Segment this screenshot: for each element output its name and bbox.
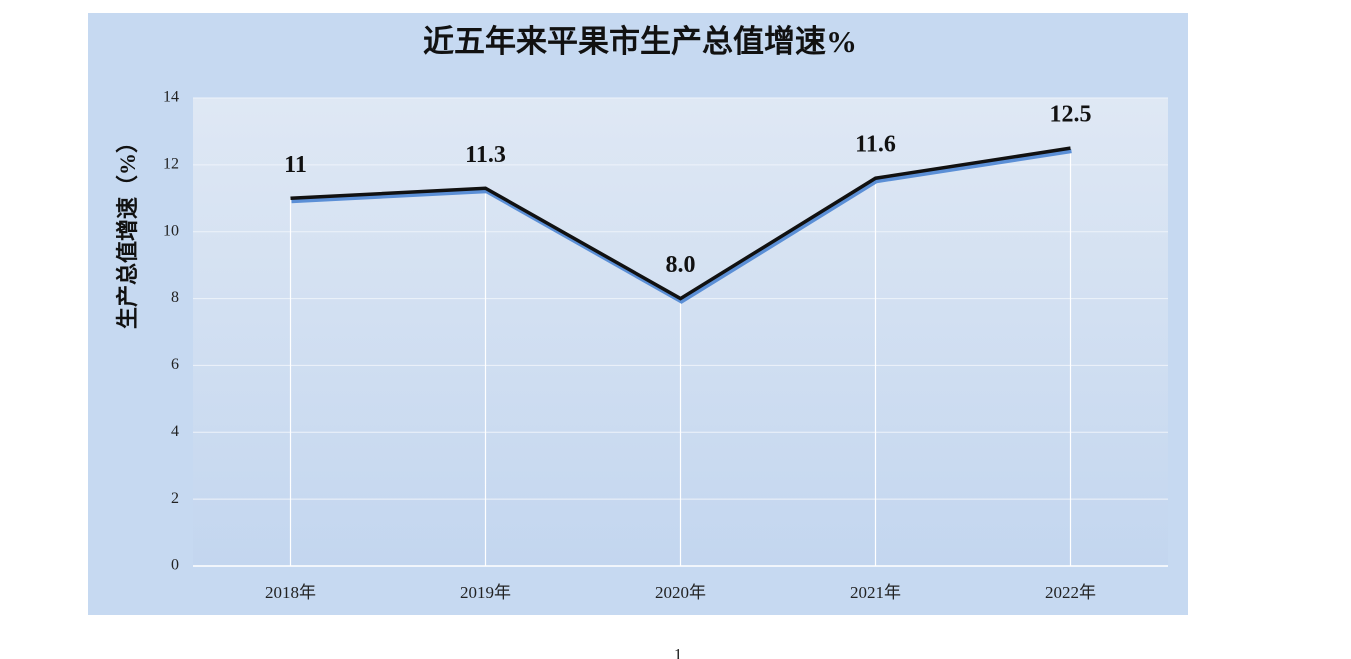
x-tick-label: 2021年 <box>850 583 901 602</box>
y-tick-label: 10 <box>163 222 179 239</box>
page-number: 1 <box>674 647 682 659</box>
y-tick-label: 8 <box>171 289 179 306</box>
y-tick-label: 14 <box>163 89 179 106</box>
x-tick-label: 2020年 <box>655 583 706 602</box>
line <box>290 146 1071 301</box>
x-tick-label: 2018年 <box>265 583 316 602</box>
chart-title: 近五年来平果市生产总值增速% <box>423 24 857 59</box>
x-tick-label: 2019年 <box>460 583 511 602</box>
y-axis-label: 生产总值增速（%） <box>115 131 140 329</box>
y-tick-label: 4 <box>171 423 179 440</box>
data-label: 12.5 <box>1050 102 1092 128</box>
y-tick-label: 6 <box>171 356 179 373</box>
y-tick-label: 12 <box>163 156 179 173</box>
data-label: 8.0 <box>666 252 696 278</box>
line-shadow <box>291 149 1072 304</box>
data-label: 11 <box>284 152 307 178</box>
data-label: 11.3 <box>465 142 506 168</box>
y-tick-label: 0 <box>171 557 179 574</box>
x-tick-label: 2022年 <box>1045 583 1096 602</box>
data-label: 11.6 <box>855 132 896 158</box>
y-tick-label: 2 <box>171 490 179 507</box>
